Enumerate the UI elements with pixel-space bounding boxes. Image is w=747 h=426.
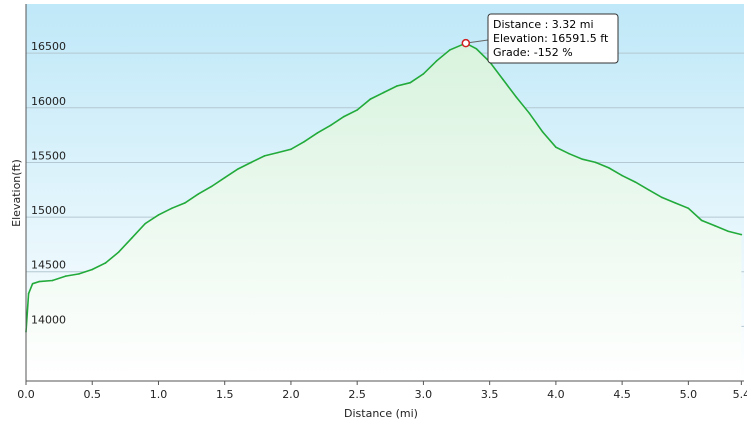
- tooltip: Distance : 3.32 mi Elevation: 16591.5 ft…: [461, 13, 619, 64]
- series-point: [687, 207, 690, 210]
- x-tick-label: 3.5: [481, 388, 499, 401]
- series-point: [382, 91, 385, 94]
- series-point: [674, 202, 676, 204]
- series-point: [396, 85, 398, 87]
- tooltip-grade: Grade: -152 %: [493, 46, 573, 59]
- series-point: [608, 167, 610, 169]
- series-point: [581, 158, 584, 160]
- y-tick-label: 14500: [31, 259, 66, 272]
- series-point: [343, 115, 345, 118]
- tooltip-elevation: Elevation: 16591.5 ft: [493, 32, 609, 45]
- series-point: [131, 237, 133, 239]
- elevation-area: [26, 43, 742, 381]
- series-point: [634, 181, 637, 183]
- series-point: [727, 230, 729, 233]
- series-point: [210, 185, 213, 188]
- series-point: [409, 81, 411, 84]
- x-tick-label: 2.0: [282, 388, 300, 401]
- y-tick-label: 16000: [31, 95, 66, 108]
- series-point: [144, 222, 147, 225]
- y-tick-label: 16500: [31, 40, 66, 53]
- series-point: [528, 112, 531, 115]
- series-point: [515, 96, 517, 98]
- x-axis-title: Distance (mi): [344, 407, 418, 420]
- series-point: [78, 273, 80, 275]
- series-point: [91, 268, 94, 271]
- series-point: [594, 161, 597, 164]
- series-point: [197, 193, 200, 195]
- series-point: [422, 73, 425, 75]
- series-point: [740, 233, 743, 236]
- x-tick-label: 0.0: [17, 388, 35, 401]
- series-point: [27, 292, 30, 295]
- tooltip-box: [487, 13, 619, 64]
- series-point: [369, 98, 372, 100]
- series-point: [38, 280, 41, 283]
- series-point: [541, 131, 544, 133]
- series-point: [449, 49, 451, 51]
- x-axis-ticks: 0.0 0.5 1.0 1.5 2.0 2.5 3.0 3.5 4.0 4.5 5.0 5.4: [17, 381, 747, 401]
- x-tick-label: 5.0: [680, 388, 698, 401]
- series-point: [475, 48, 478, 50]
- series-point: [237, 168, 239, 170]
- series-point: [250, 161, 253, 164]
- series-point: [555, 146, 557, 148]
- tooltip-marker-point[interactable]: [461, 38, 471, 48]
- y-tick-label: 15500: [31, 149, 66, 162]
- series-point: [31, 282, 34, 285]
- y-axis-title: Elevation(ft): [10, 159, 23, 227]
- series-point: [661, 196, 663, 199]
- x-tick-label: 4.0: [547, 388, 565, 401]
- x-tick-label: 3.0: [415, 388, 433, 401]
- x-tick-label: 1.5: [216, 388, 234, 401]
- series-point: [303, 140, 305, 143]
- x-tick-label: 4.5: [613, 388, 631, 401]
- x-tick-label: 5.4: [733, 388, 747, 401]
- y-tick-label: 15000: [31, 204, 66, 217]
- series-point: [714, 225, 716, 227]
- y-axis-ticks: 14000 14500 15000 15500 16000 16500: [31, 40, 66, 326]
- x-tick-label: 0.5: [83, 388, 101, 401]
- series-point: [51, 279, 54, 282]
- series-point: [647, 188, 650, 191]
- series-point: [290, 148, 292, 151]
- series-point: [263, 155, 266, 157]
- tooltip-distance: Distance : 3.32 mi: [493, 18, 594, 31]
- series-point: [184, 202, 186, 204]
- series-point: [316, 132, 319, 134]
- series-point: [621, 174, 623, 177]
- series-point: [170, 207, 173, 210]
- series-point: [502, 78, 504, 81]
- series-point: [223, 176, 226, 179]
- series-point: [157, 214, 160, 216]
- x-tick-label: 2.5: [348, 388, 366, 401]
- x-tick-label: 1.0: [150, 388, 168, 401]
- series-point: [329, 124, 332, 127]
- series-point: [64, 275, 67, 277]
- series-point: [700, 219, 703, 222]
- series-point: [276, 151, 279, 154]
- y-tick-label: 14000: [31, 313, 66, 326]
- series-point: [435, 60, 438, 62]
- series-point: [117, 251, 120, 253]
- series-point: [568, 152, 570, 155]
- series-point: [356, 109, 358, 111]
- series-point: [104, 262, 107, 264]
